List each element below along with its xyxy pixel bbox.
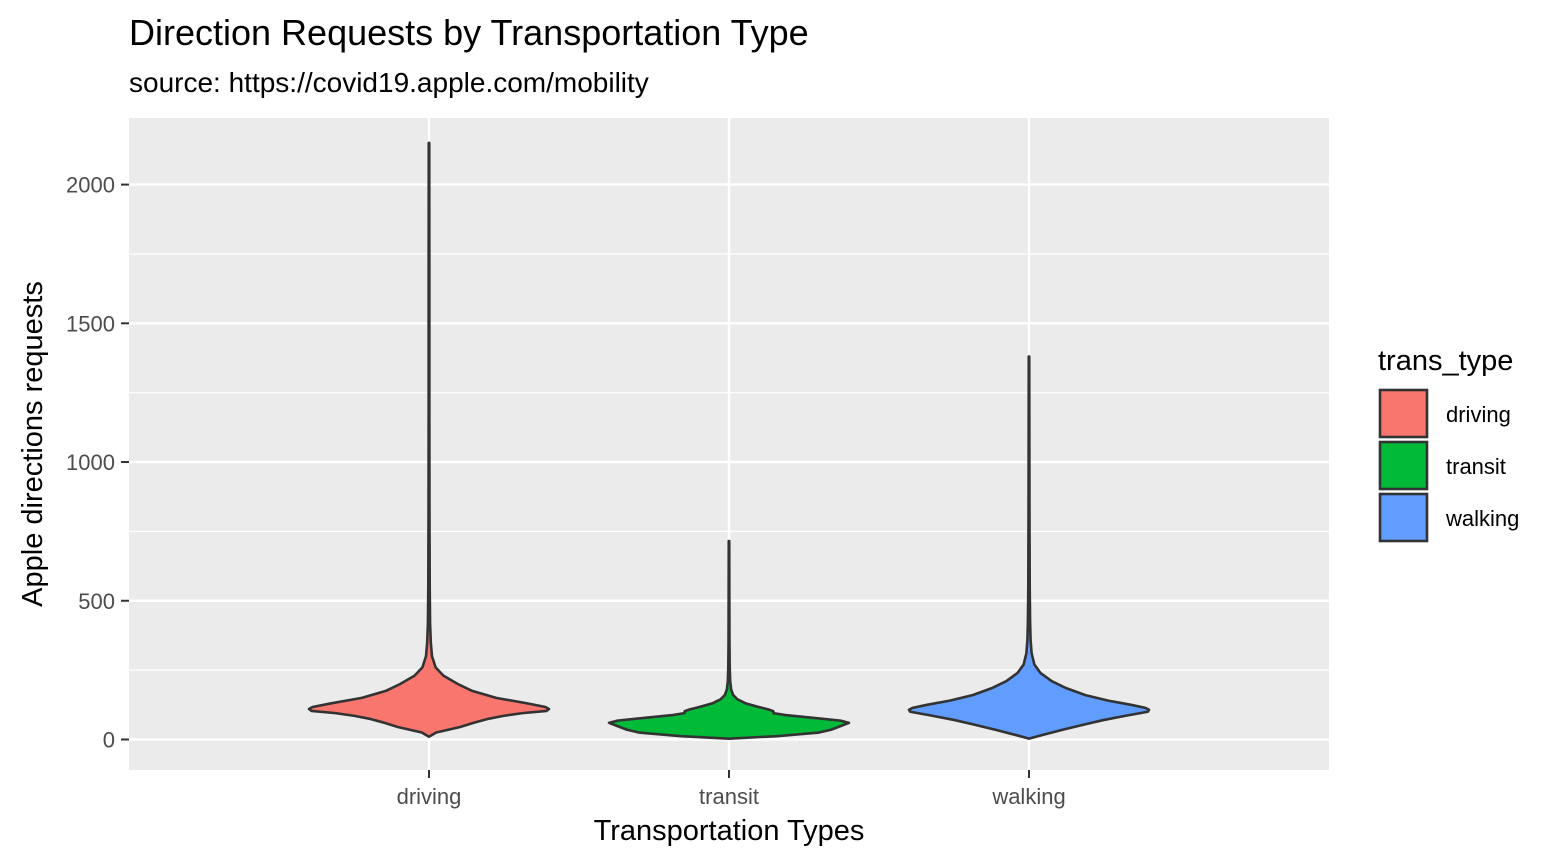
violin-walking <box>907 355 1151 740</box>
chart-title: Direction Requests by Transportation Typ… <box>129 12 809 53</box>
y-axis: 0 500 1000 1500 2000 <box>66 173 129 752</box>
x-axis-title: Transportation Types <box>594 815 865 847</box>
y-axis-title: Apple directions requests <box>17 281 49 607</box>
y-tick-label: 500 <box>78 589 115 614</box>
legend-key-driving <box>1378 388 1429 439</box>
legend-label-walking: walking <box>1445 506 1519 531</box>
x-tick-label: walking <box>991 784 1065 809</box>
violin-transit <box>607 539 851 740</box>
y-tick-label: 0 <box>103 727 115 752</box>
y-tick-label: 1500 <box>66 311 115 336</box>
x-axis: driving transit walking <box>397 770 1066 809</box>
legend-key-walking <box>1378 492 1429 543</box>
y-tick-label: 1000 <box>66 450 115 475</box>
legend-label-transit: transit <box>1446 454 1506 479</box>
chart-subtitle: source: https://covid19.apple.com/mobili… <box>129 67 649 98</box>
legend: trans_type driving transit walking <box>1378 345 1519 543</box>
x-tick-label: driving <box>397 784 462 809</box>
legend-label-driving: driving <box>1446 402 1511 427</box>
violins <box>307 141 1151 740</box>
x-tick-label: transit <box>699 784 759 809</box>
y-tick-label: 2000 <box>66 173 115 198</box>
violin-driving <box>307 141 551 739</box>
legend-title: trans_type <box>1378 345 1513 377</box>
legend-key-transit <box>1378 440 1429 491</box>
